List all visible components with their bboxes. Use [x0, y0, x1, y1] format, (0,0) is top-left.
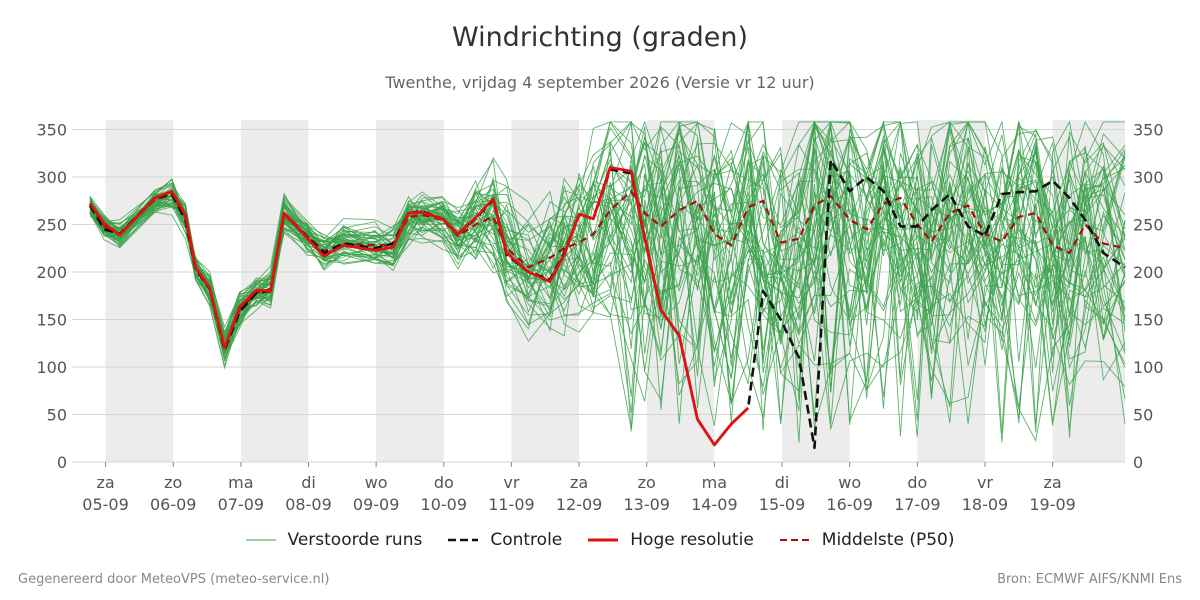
legend-label-control: Controle [490, 530, 563, 550]
x-tick-date-label: 12-09 [556, 495, 603, 514]
ensemble-run-line [89, 123, 1126, 424]
y-tick-label-left: 250 [36, 216, 67, 235]
x-tick-date-label: 18-09 [962, 495, 1009, 514]
y-tick-label-left: 100 [36, 358, 67, 377]
x-tick-date-label: 07-09 [218, 495, 265, 514]
x-tick-day-label: wo [838, 473, 861, 492]
legend-item-median[interactable]: Middelste (P50) [779, 530, 955, 550]
x-tick-day-label: zo [164, 473, 182, 492]
ensemble-run-line [89, 124, 1126, 421]
footer-generated-by: Gegenereerd door MeteoVPS (meteo-service… [18, 572, 330, 587]
x-tick-day-label: vr [503, 473, 519, 492]
x-tick-date-label: 06-09 [150, 495, 197, 514]
weekend-band-2 [376, 120, 444, 462]
ensemble-run-line [89, 120, 1126, 414]
legend-label-hires: Hoge resolutie [630, 530, 754, 550]
x-tick-day-label: do [434, 473, 454, 492]
y-tick-label-right: 300 [1133, 168, 1164, 187]
ensemble-run-line [89, 124, 1126, 375]
chart-title: Windrichting (graden) [451, 22, 749, 53]
ensemble-run-line [89, 121, 1126, 387]
legend-label-median: Middelste (P50) [821, 530, 955, 550]
y-tick-label-left: 300 [36, 168, 67, 187]
x-tick-date-label: 19-09 [1029, 495, 1076, 514]
weekend-band-0 [105, 120, 174, 462]
legend-label-runs: Verstoorde runs [287, 530, 423, 550]
x-tick-date-label: 10-09 [421, 495, 468, 514]
legend-swatch-median [779, 539, 810, 541]
x-tick-day-label: di [301, 473, 316, 492]
x-tick-date-label: 17-09 [894, 495, 941, 514]
x-tick-day-label: za [570, 473, 588, 492]
y-tick-label-left: 200 [36, 263, 67, 282]
ensemble-run-line [89, 143, 1126, 410]
ensemble-run-line [89, 138, 1126, 430]
x-tick-day-label: vr [977, 473, 993, 492]
x-tick-day-label: ma [228, 473, 253, 492]
x-tick-date-label: 16-09 [826, 495, 873, 514]
x-tick-date-label: 15-09 [759, 495, 806, 514]
x-tick-date-label: 11-09 [488, 495, 535, 514]
legend: Verstoorde runs Controle Hoge resolutie … [0, 530, 1200, 550]
ensemble-run-line [89, 120, 1126, 355]
legend-item-runs[interactable]: Verstoorde runs [245, 530, 423, 550]
y-tick-label-right: 250 [1133, 216, 1164, 235]
x-tick-date-label: 14-09 [691, 495, 738, 514]
legend-item-hires[interactable]: Hoge resolutie [588, 530, 754, 550]
ensemble-run-line [89, 137, 1126, 370]
x-tick-date-label: 08-09 [285, 495, 332, 514]
y-tick-label-right: 0 [1133, 453, 1143, 472]
chart-subtitle: Twenthe, vrijdag 4 september 2026 (Versi… [385, 73, 815, 92]
x-tick-day-label: wo [365, 473, 388, 492]
series-line-hoge-resolutie [88, 166, 750, 447]
y-tick-label-right: 100 [1133, 358, 1164, 377]
x-tick-day-label: zo [638, 473, 656, 492]
y-tick-label-right: 150 [1133, 311, 1164, 330]
y-tick-label-left: 350 [36, 121, 67, 140]
x-tick-day-label: di [775, 473, 790, 492]
x-tick-date-label: 09-09 [353, 495, 400, 514]
y-tick-label-right: 200 [1133, 263, 1164, 282]
y-tick-label-right: 350 [1133, 121, 1164, 140]
y-tick-label-left: 50 [47, 406, 67, 425]
legend-swatch-runs [245, 539, 276, 541]
y-tick-label-left: 150 [36, 311, 67, 330]
x-tick-day-label: za [96, 473, 114, 492]
x-tick-date-label: 13-09 [623, 495, 670, 514]
y-tick-label-left: 0 [57, 453, 67, 472]
footer-source: Bron: ECMWF AIFS/KNMI Ens [997, 572, 1182, 587]
ensemble-run-line [89, 120, 1126, 398]
ensemble-run-line [89, 136, 1126, 443]
ensemble-run-line [89, 120, 1126, 403]
legend-swatch-hires [588, 538, 619, 542]
x-tick-day-label: do [907, 473, 927, 492]
x-tick-day-label: za [1044, 473, 1062, 492]
legend-item-control[interactable]: Controle [448, 530, 562, 550]
x-tick-date-label: 05-09 [82, 495, 129, 514]
x-tick-day-label: ma [702, 473, 727, 492]
legend-swatch-control [448, 538, 479, 542]
y-tick-label-right: 50 [1133, 406, 1153, 425]
ensemble-run-line [89, 125, 1126, 395]
